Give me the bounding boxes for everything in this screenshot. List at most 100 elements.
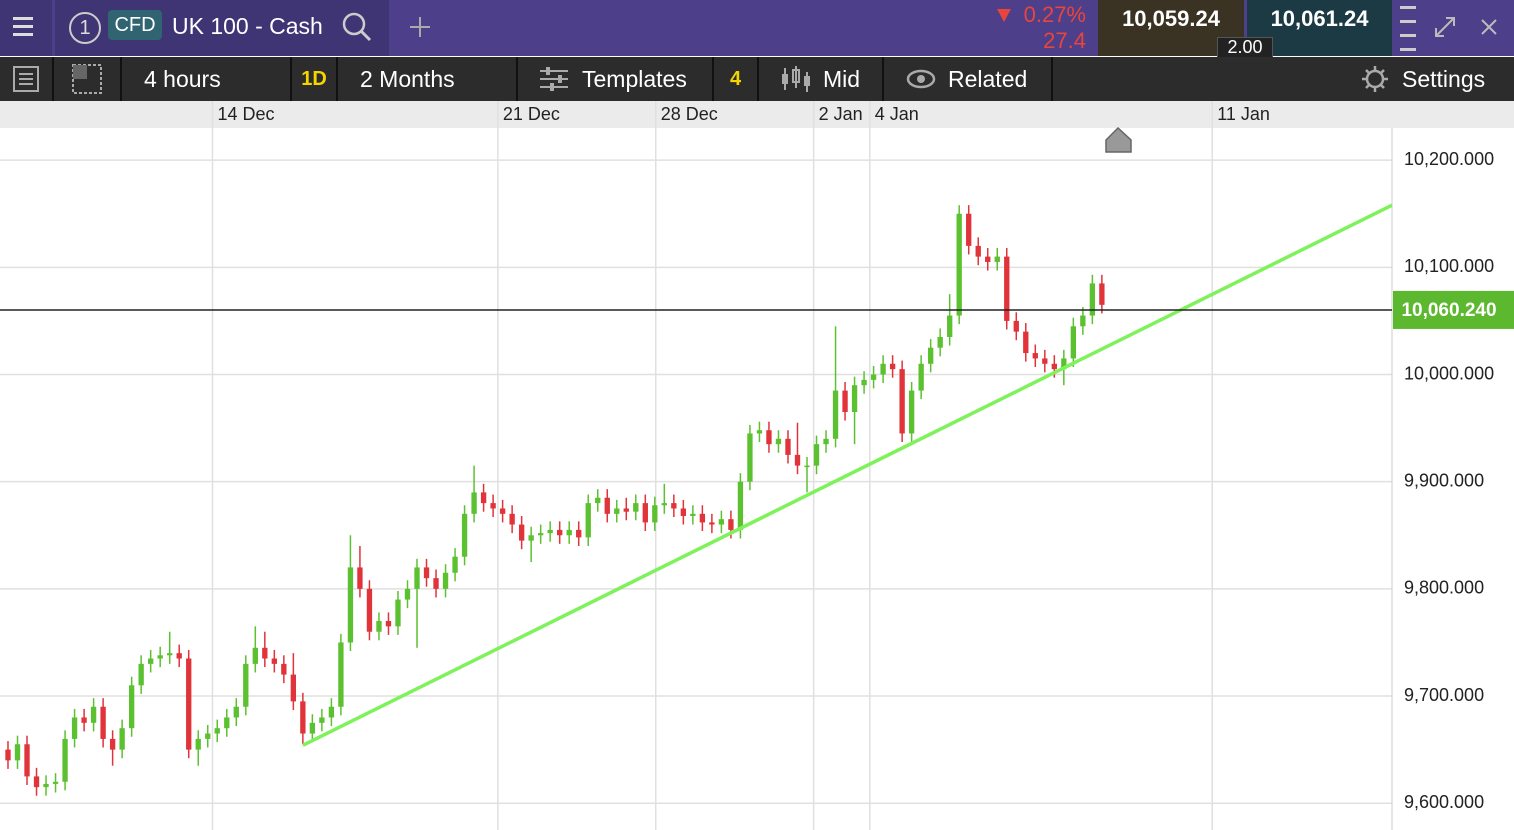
candle-body [557, 529, 563, 536]
candle-body [128, 685, 135, 729]
instrument-tab[interactable]: 1 CFD UK 100 - Cash [55, 0, 389, 56]
candle-body [385, 621, 392, 627]
candle-body [262, 647, 268, 659]
candle-body [585, 503, 591, 538]
settings-label: Settings [1402, 65, 1486, 92]
candle-body [157, 655, 163, 659]
candle-body [785, 438, 791, 455]
add-tab[interactable] [405, 12, 435, 42]
list-button[interactable] [0, 57, 54, 101]
candle-body [832, 390, 839, 439]
candle-body [52, 781, 59, 784]
change-percent: 0.27% [1023, 2, 1086, 27]
candle-body [1070, 326, 1077, 359]
candle-body [937, 336, 943, 348]
x-tick-label: 21 Dec [503, 104, 560, 124]
candle-body [1032, 353, 1038, 359]
home-marker[interactable] [1105, 126, 1132, 153]
candle-body [233, 706, 239, 718]
candle-body [918, 363, 924, 391]
candle-body [309, 722, 316, 734]
candle-body [975, 245, 981, 257]
candle-body [300, 701, 306, 734]
candle-body [1042, 358, 1048, 364]
header: 1 CFD UK 100 - Cash 0.27% 27.4 10,059.24… [0, 0, 1514, 58]
candle-body [243, 663, 249, 707]
date-axis [0, 101, 1514, 128]
candle-body [813, 444, 820, 466]
candle-body [167, 653, 173, 656]
candle-body [271, 658, 277, 664]
candle-body [1061, 358, 1067, 370]
candle-body [614, 508, 620, 514]
price-type-label: Mid [823, 65, 861, 92]
candle-body [718, 519, 725, 525]
candle-body [538, 533, 544, 536]
current-price-box [1393, 290, 1514, 329]
candle-body [214, 728, 220, 734]
related-button[interactable]: Related [884, 57, 1053, 101]
candle-body [471, 492, 477, 514]
range-select[interactable]: 2 Months [338, 57, 518, 101]
candle-body [709, 522, 715, 525]
related-label: Related [948, 65, 1028, 92]
candle-body [1099, 283, 1105, 305]
candle-body [966, 213, 972, 246]
menu-icon [13, 17, 33, 36]
candle-body [14, 744, 21, 761]
candle-body [43, 783, 49, 788]
candle-body [252, 647, 258, 664]
candle-body [889, 363, 896, 370]
candle-body [518, 524, 525, 541]
candle-body [90, 706, 97, 723]
candle-body [100, 706, 106, 739]
menu-button[interactable] [0, 0, 52, 56]
templates-button[interactable]: Templates [518, 57, 714, 101]
candle-body [461, 513, 468, 557]
candle-body [224, 717, 230, 729]
candle-body [956, 213, 962, 316]
candle-body [490, 503, 496, 509]
candle-body [671, 503, 677, 509]
templates-icon [540, 67, 568, 91]
layout-button[interactable] [54, 57, 122, 101]
spread: 2.00 [1217, 37, 1273, 58]
candle-body [623, 508, 629, 512]
layout-icon [72, 64, 102, 94]
candle-body [376, 621, 382, 632]
gear-icon [1362, 66, 1388, 92]
candle-body [985, 256, 991, 262]
candle-body [775, 438, 782, 445]
templates-label: Templates [582, 65, 687, 92]
x-tick-label: 28 Dec [661, 104, 718, 124]
instrument-name: UK 100 - Cash [172, 13, 323, 39]
candle-body [319, 717, 325, 723]
candle-body [633, 503, 639, 512]
candle-body [395, 599, 401, 627]
candle-body [756, 430, 763, 434]
window-controls[interactable] [1396, 0, 1514, 56]
candle-icon [782, 66, 810, 92]
instrument-number: 1 [69, 12, 101, 44]
range-badge[interactable]: 1D [292, 57, 338, 101]
y-tick-label: 10,000.000 [1404, 363, 1494, 383]
candle-body [861, 379, 867, 386]
candle-body [823, 438, 829, 445]
price-type-button[interactable]: Mid [759, 57, 884, 101]
toolbar: 4 hours 1D 2 Months Templates 4 Mid Rela… [0, 57, 1514, 101]
candle-body [899, 369, 905, 434]
x-tick-label: 4 Jan [875, 104, 919, 124]
y-tick-label: 9,800.000 [1404, 578, 1484, 598]
candle-body [794, 454, 801, 466]
candle-body [1089, 283, 1096, 316]
candle-body [661, 503, 667, 506]
candle-body [842, 390, 848, 413]
interval-select[interactable]: 4 hours [122, 57, 292, 101]
candle-body [5, 749, 11, 761]
candle-body [366, 588, 373, 632]
candle-body [414, 567, 420, 589]
candle-body [357, 567, 363, 589]
search-icon[interactable] [340, 10, 374, 44]
settings-button[interactable]: Settings [1354, 57, 1514, 101]
